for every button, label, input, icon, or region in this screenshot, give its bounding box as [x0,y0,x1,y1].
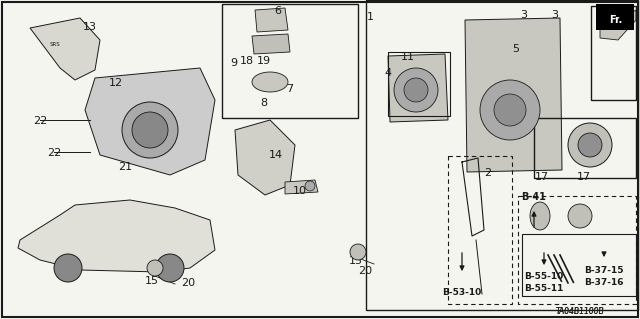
Bar [388,52,450,116]
Polygon shape [72,218,110,236]
Text: 12: 12 [109,78,123,88]
Circle shape [578,133,602,157]
Circle shape [568,204,592,228]
Polygon shape [85,68,215,175]
Text: 22: 22 [33,116,47,126]
Text: Fr.: Fr. [609,15,622,25]
Bar [522,234,636,296]
Polygon shape [252,34,290,54]
Text: 8: 8 [260,98,268,108]
Text: 17: 17 [535,172,549,182]
Text: 15: 15 [145,276,159,286]
Bar [222,4,358,118]
Bar [518,196,636,304]
Text: 6: 6 [275,6,282,16]
Text: 2: 2 [484,168,492,178]
Polygon shape [388,54,448,122]
Text: 16: 16 [597,148,611,158]
Text: 7: 7 [287,84,294,94]
Text: B-55-10: B-55-10 [524,272,564,281]
Text: 19: 19 [257,56,271,66]
Polygon shape [114,213,155,232]
Polygon shape [18,200,215,272]
Text: 11: 11 [401,52,415,62]
Text: 18: 18 [240,56,254,66]
Text: B-37-15: B-37-15 [584,266,624,275]
Circle shape [305,181,315,191]
Circle shape [494,94,526,126]
Text: 3: 3 [520,10,527,20]
Text: TA04B1100B: TA04B1100B [556,307,604,316]
Ellipse shape [252,72,288,92]
Text: 20: 20 [358,266,372,276]
Circle shape [404,78,428,102]
Text: 3: 3 [552,10,559,20]
Polygon shape [235,120,295,195]
Polygon shape [255,8,288,32]
Polygon shape [30,18,100,80]
Text: 4: 4 [385,68,392,78]
Text: 20: 20 [181,278,195,288]
Circle shape [350,244,366,260]
Text: B-41: B-41 [522,192,547,202]
Circle shape [132,112,168,148]
Text: 1: 1 [367,12,374,22]
FancyBboxPatch shape [596,4,634,30]
Text: 9: 9 [230,58,237,68]
Polygon shape [600,10,636,40]
Bar [366,0,638,310]
Text: SRS: SRS [50,42,60,48]
Text: 14: 14 [269,150,283,160]
Text: 5: 5 [513,44,520,54]
Text: 22: 22 [47,148,61,158]
Text: B-53-10: B-53-10 [442,288,482,297]
Circle shape [480,80,540,140]
Circle shape [568,123,612,167]
Ellipse shape [530,202,550,230]
Text: B-37-16: B-37-16 [584,278,624,287]
Text: 10: 10 [293,186,307,196]
Circle shape [394,68,438,112]
Bar [448,156,512,304]
Text: TA04B1100B: TA04B1100B [556,307,604,316]
Circle shape [54,254,82,282]
Text: 21: 21 [118,162,132,172]
Text: Fr.: Fr. [611,14,623,24]
Bar [591,6,636,100]
Circle shape [147,260,163,276]
Text: 15: 15 [349,256,363,266]
Polygon shape [285,180,318,194]
Text: 13: 13 [83,22,97,32]
Bar [534,118,636,178]
Circle shape [156,254,184,282]
Text: B-55-11: B-55-11 [524,284,564,293]
Text: 17: 17 [577,172,591,182]
Polygon shape [465,18,562,172]
Circle shape [122,102,178,158]
